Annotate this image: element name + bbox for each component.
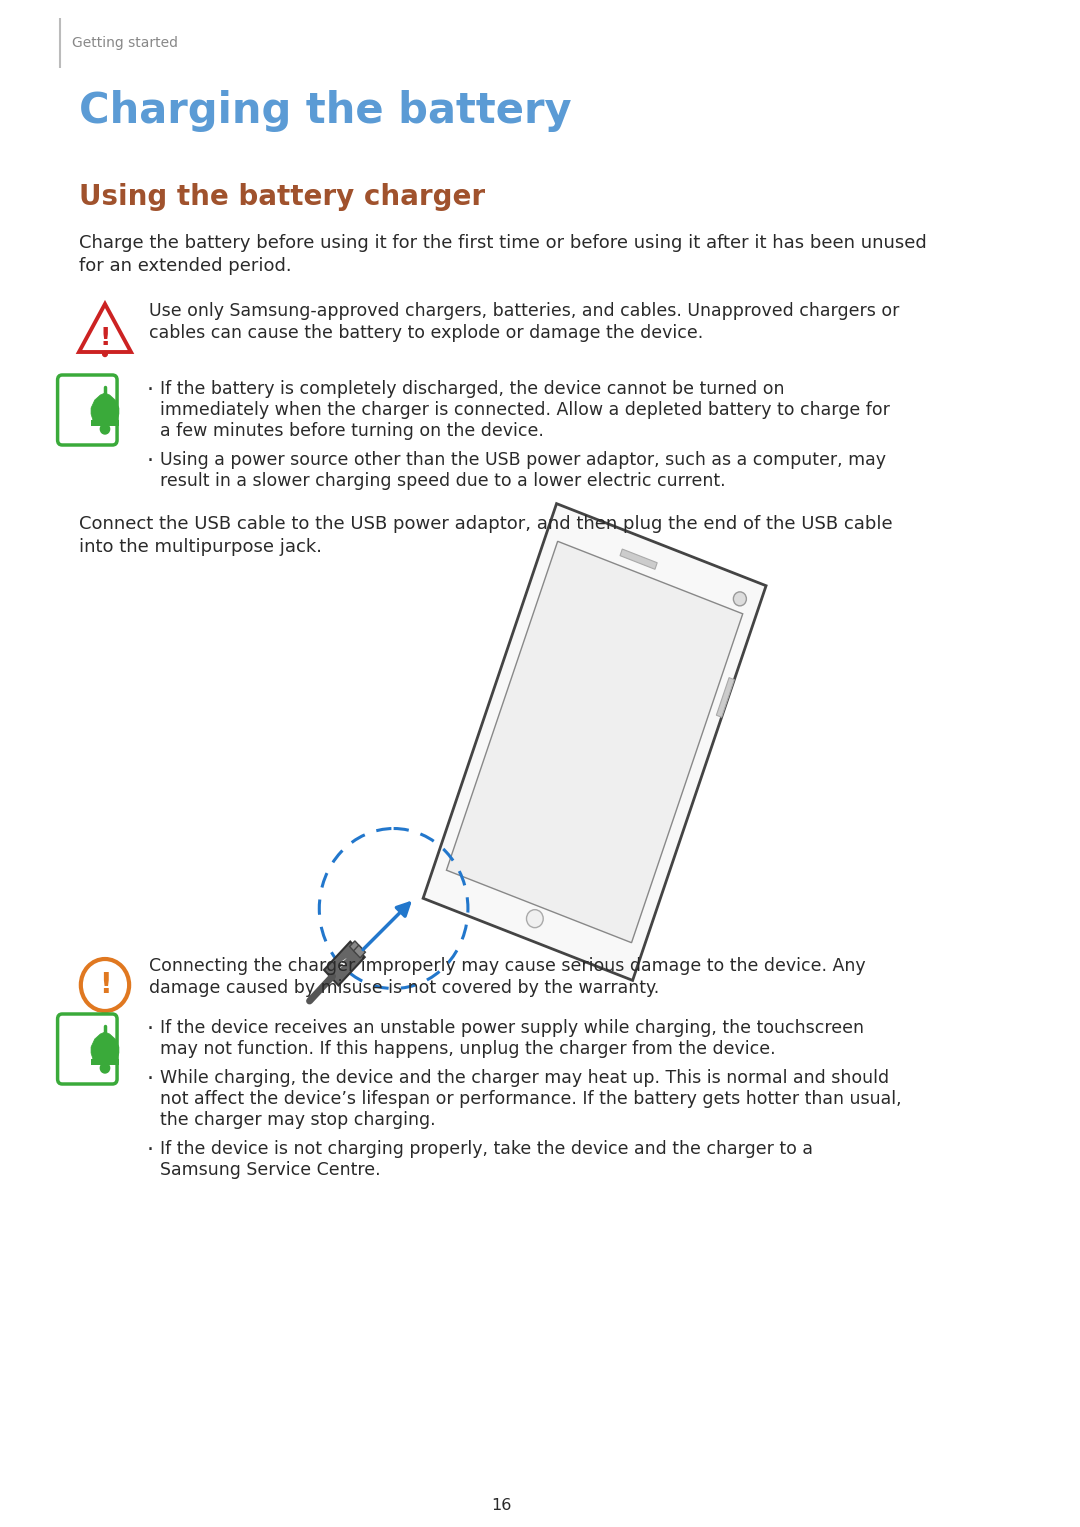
- Polygon shape: [423, 504, 766, 980]
- Text: Connect the USB cable to the USB power adaptor, and then plug the end of the USB: Connect the USB cable to the USB power a…: [79, 515, 892, 533]
- Circle shape: [100, 1063, 110, 1073]
- Text: ·: ·: [147, 450, 153, 470]
- Circle shape: [103, 351, 107, 356]
- Text: !: !: [99, 325, 110, 350]
- Text: 16: 16: [491, 1498, 512, 1513]
- Text: Getting started: Getting started: [71, 37, 177, 50]
- Text: If the battery is completely discharged, the device cannot be turned on: If the battery is completely discharged,…: [160, 380, 784, 399]
- Text: into the multipurpose jack.: into the multipurpose jack.: [79, 538, 322, 556]
- Text: Samsung Service Centre.: Samsung Service Centre.: [160, 1161, 380, 1179]
- Text: cables can cause the battery to explode or damage the device.: cables can cause the battery to explode …: [149, 324, 703, 342]
- FancyBboxPatch shape: [57, 376, 117, 444]
- Bar: [91, 420, 119, 426]
- Text: If the device is not charging properly, take the device and the charger to a: If the device is not charging properly, …: [160, 1141, 813, 1157]
- Text: the charger may stop charging.: the charger may stop charging.: [160, 1112, 435, 1128]
- Bar: [91, 1060, 119, 1064]
- Text: ·: ·: [147, 1019, 153, 1038]
- Polygon shape: [716, 678, 734, 718]
- Polygon shape: [350, 941, 362, 954]
- Text: While charging, the device and the charger may heat up. This is normal and shoul: While charging, the device and the charg…: [160, 1069, 889, 1087]
- Text: Charging the battery: Charging the battery: [79, 90, 571, 131]
- FancyBboxPatch shape: [57, 1014, 117, 1084]
- Text: If the device receives an unstable power supply while charging, the touchscreen: If the device receives an unstable power…: [160, 1019, 864, 1037]
- Text: for an extended period.: for an extended period.: [79, 257, 292, 275]
- Text: damage caused by misuse is not covered by the warranty.: damage caused by misuse is not covered b…: [149, 979, 659, 997]
- Circle shape: [100, 425, 110, 434]
- Text: ·: ·: [147, 1069, 153, 1089]
- Polygon shape: [324, 942, 365, 985]
- Text: may not function. If this happens, unplug the charger from the device.: may not function. If this happens, unplu…: [160, 1040, 775, 1058]
- Polygon shape: [91, 1032, 119, 1060]
- Polygon shape: [353, 945, 365, 957]
- Polygon shape: [620, 550, 658, 570]
- Polygon shape: [446, 541, 743, 942]
- Text: ·: ·: [147, 1141, 153, 1161]
- Text: immediately when the charger is connected. Allow a depleted battery to charge fo: immediately when the charger is connecte…: [160, 402, 890, 418]
- Text: Use only Samsung-approved chargers, batteries, and cables. Unapproved chargers o: Use only Samsung-approved chargers, batt…: [149, 302, 899, 321]
- Circle shape: [526, 910, 543, 928]
- Text: ⚡: ⚡: [337, 957, 348, 973]
- Text: Using the battery charger: Using the battery charger: [79, 183, 485, 211]
- Polygon shape: [91, 392, 119, 420]
- Text: a few minutes before turning on the device.: a few minutes before turning on the devi…: [160, 421, 543, 440]
- Text: !: !: [98, 971, 111, 999]
- Text: ·: ·: [147, 380, 153, 400]
- Text: Charge the battery before using it for the first time or before using it after i: Charge the battery before using it for t…: [79, 234, 927, 252]
- Text: Using a power source other than the USB power adaptor, such as a computer, may: Using a power source other than the USB …: [160, 450, 886, 469]
- Text: Connecting the charger improperly may cause serious damage to the device. Any: Connecting the charger improperly may ca…: [149, 957, 865, 976]
- Text: result in a slower charging speed due to a lower electric current.: result in a slower charging speed due to…: [160, 472, 726, 490]
- Text: not affect the device’s lifespan or performance. If the battery gets hotter than: not affect the device’s lifespan or perf…: [160, 1090, 902, 1109]
- Circle shape: [733, 592, 746, 606]
